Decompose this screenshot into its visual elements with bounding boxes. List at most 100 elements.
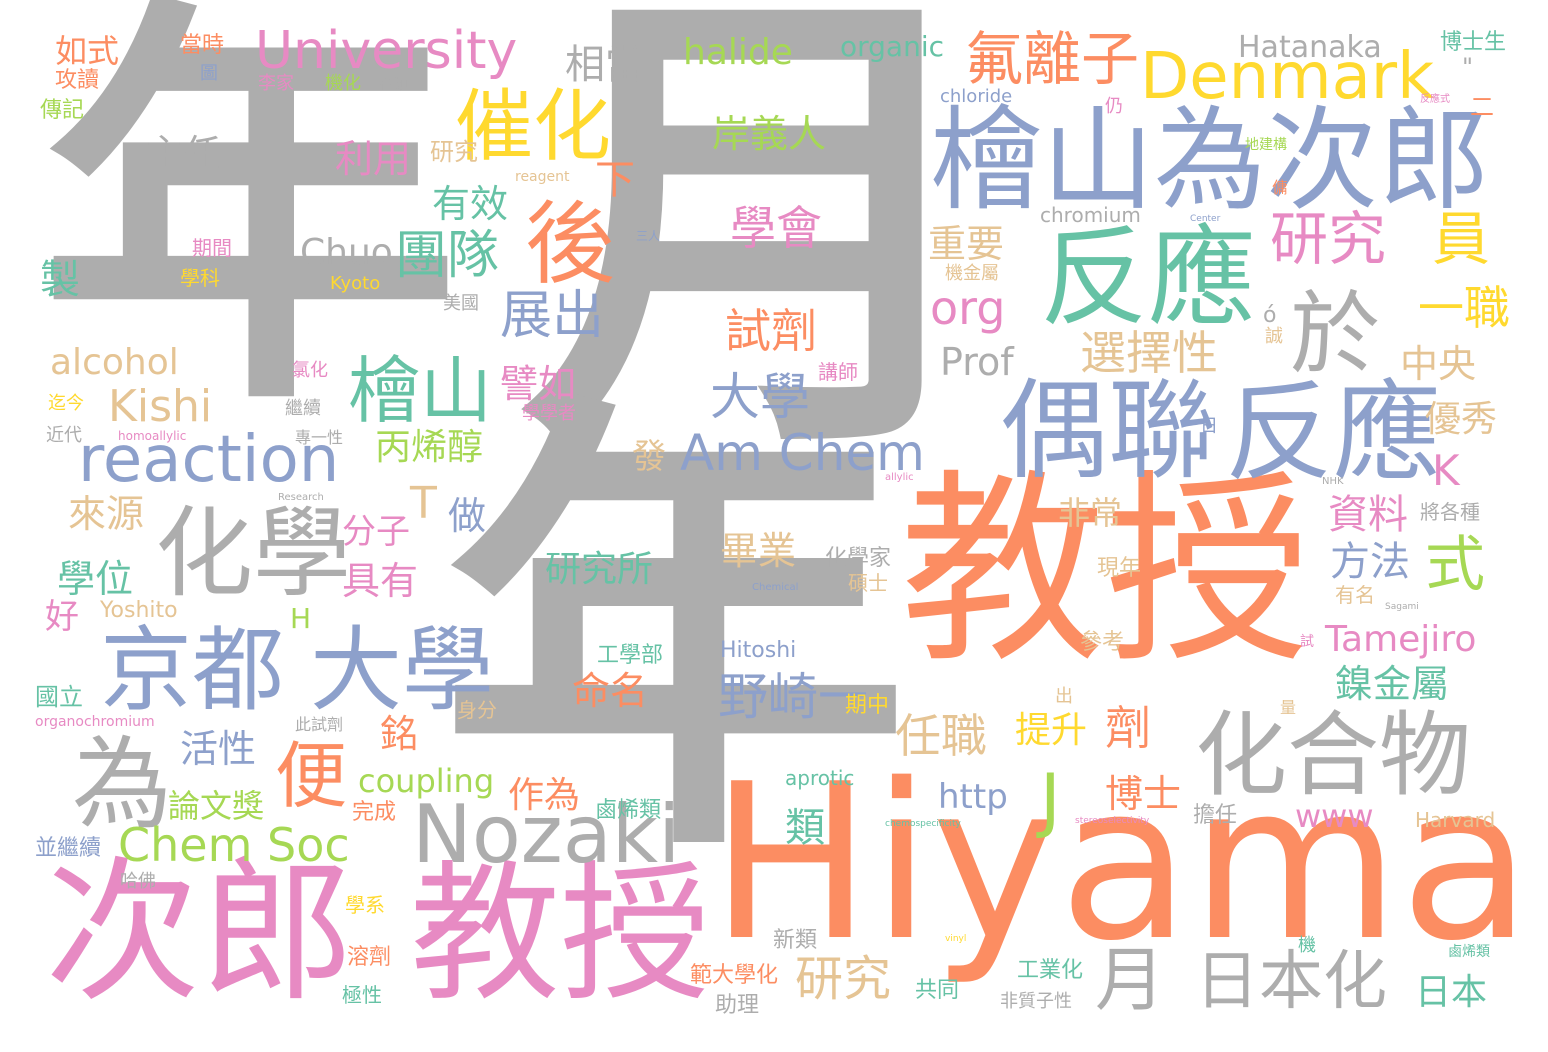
word-huoxing: 活性	[180, 727, 257, 771]
word-chromium: chromium	[1040, 203, 1141, 227]
word-wancheng: 完成	[352, 800, 397, 825]
word-ri: 日	[1200, 416, 1218, 437]
word-chuo: Chuo	[300, 232, 393, 273]
word-biye: 畢業	[720, 529, 797, 573]
word-zhuanji: 傳記	[40, 98, 85, 123]
word-alcohol: alcohol	[50, 342, 179, 383]
word-tuandui: 團隊	[395, 226, 500, 286]
word-coupling: coupling	[358, 762, 495, 800]
word-daxue-large: 大學	[310, 617, 495, 724]
word-halide: halide	[683, 32, 793, 73]
word-zhuli: 助理	[715, 993, 760, 1018]
word-lunwenjiang: 論文獎	[168, 787, 265, 825]
word-yuan: 員	[1432, 205, 1491, 273]
word-hiyama: Hiyama	[710, 737, 1532, 988]
word-ji: 劑	[1105, 701, 1151, 755]
word-research: Research	[278, 492, 324, 503]
word-org: org	[930, 281, 1006, 335]
word-h: H	[290, 602, 312, 635]
word-chemospecificity: chemospecificity	[885, 819, 961, 829]
word-xiannian: 現年	[1097, 556, 1142, 581]
word-yanjiusuo: 研究所	[545, 549, 654, 590]
word-jingdu: 京都	[100, 617, 285, 724]
word-xueke: 學科	[180, 266, 220, 290]
word-xuexi: 學系	[345, 893, 385, 917]
word-nhk: NHK	[1322, 476, 1344, 487]
word-boshisheng: 博士生	[1440, 30, 1507, 55]
word-yanjiu-small: 研究	[430, 138, 478, 166]
word-vinyl: vinyl	[945, 934, 967, 944]
word-shi-formula: 式	[1425, 530, 1485, 600]
word-fulizi: 氟離子	[965, 25, 1140, 93]
word-lei: 類	[785, 805, 825, 851]
word-cankao: 參考	[1080, 630, 1125, 655]
word-daxue-mid: 大學	[710, 368, 810, 426]
word-yanjiu-tan: 研究	[795, 951, 892, 1007]
word-reagent: reagent	[515, 169, 570, 185]
word-prof: Prof	[940, 340, 1014, 384]
word-hatanaka: Hatanaka	[1238, 30, 1382, 65]
word-gongxuebu: 工學部	[597, 643, 664, 668]
word-fanyingshi: 反應式	[1420, 94, 1450, 105]
word-feichang: 非常	[1058, 494, 1123, 532]
word-zhongyao: 重要	[928, 222, 1005, 266]
word-rushi: 如式	[55, 32, 120, 70]
word-jiqi: 機	[1298, 935, 1316, 956]
word-fangfa: 方法	[1330, 539, 1410, 585]
word-http: http	[938, 777, 1008, 817]
word-www: www	[1295, 797, 1374, 835]
word-chu: 出	[1055, 686, 1073, 707]
word-cilang: 次郎	[45, 842, 355, 1023]
word-xuehui: 學會	[730, 201, 822, 255]
word-danren: 擔任	[1193, 803, 1238, 828]
word-fa: 發	[632, 437, 666, 477]
word-chemical: Chemical	[752, 582, 799, 593]
word-tamejiro: Tamejiro	[1325, 619, 1477, 660]
word-anyiren: 岸義人	[712, 112, 827, 156]
word-reng: 仍	[1105, 96, 1123, 117]
word-jixing: 極性	[342, 983, 382, 1007]
word-jianggezhong: 將各種	[1420, 500, 1480, 524]
word-nozaki: Nozaki	[412, 788, 681, 881]
word-yeqi: 野崎一	[718, 668, 868, 726]
word-bian: 便	[275, 734, 348, 818]
word-hiyama-tamejiro: 檜山為次郎	[930, 96, 1490, 226]
word-er: 二	[1470, 93, 1494, 121]
word-yizhi: 一職	[1418, 281, 1510, 335]
word-organic: organic	[840, 30, 945, 63]
word-zhongyang: 中央	[1400, 342, 1477, 386]
word-tisheng: 提升	[1015, 710, 1088, 751]
word-kishi: Kishi	[108, 381, 213, 432]
word-shuoshi: 碩士	[848, 571, 888, 595]
word-yong: 傭	[1272, 178, 1289, 197]
word-youxiu: 優秀	[1425, 399, 1498, 440]
word-dijiangou: 地建構	[1245, 137, 1287, 153]
word-accent-o: ó	[1263, 303, 1277, 328]
word-youxiao: 有效	[432, 182, 509, 226]
word-qizhong: 期中	[845, 693, 890, 718]
word-meiguo: 美國	[443, 293, 479, 314]
word-jixu: 繼續	[285, 398, 321, 419]
word-aprotic: aprotic	[785, 766, 855, 790]
word-zhuanyixing: 專一性	[295, 428, 344, 447]
word-chloride: chloride	[940, 86, 1013, 107]
word-piru: 譬如	[500, 362, 577, 406]
word-chem-soc: Chem Soc	[118, 818, 350, 872]
word-feizhizixing: 非質子性	[1000, 991, 1072, 1012]
word-fanying-blue: 反應	[1225, 371, 1442, 496]
word-huaxuejia: 化學家	[825, 546, 892, 571]
word-quote: "	[1462, 53, 1474, 81]
word-boshi: 博士	[1105, 772, 1182, 816]
word-tu: 圖	[200, 63, 218, 84]
word-jindai: 近代	[46, 425, 82, 446]
word-yoshito: Yoshito	[100, 598, 178, 623]
word-nian-2: 年	[440, 361, 910, 908]
word-riben: 日本	[1415, 972, 1488, 1013]
word-lijia: 李家	[258, 73, 294, 94]
word-am-chem: Am Chem	[680, 424, 925, 482]
word-wei: 為	[72, 726, 172, 843]
word-ribenhua: 日本化	[1195, 945, 1387, 1019]
word-nian-1: 年	[40, 0, 460, 456]
word-university: University	[255, 21, 518, 81]
word-cheng: 誠	[1265, 326, 1283, 347]
